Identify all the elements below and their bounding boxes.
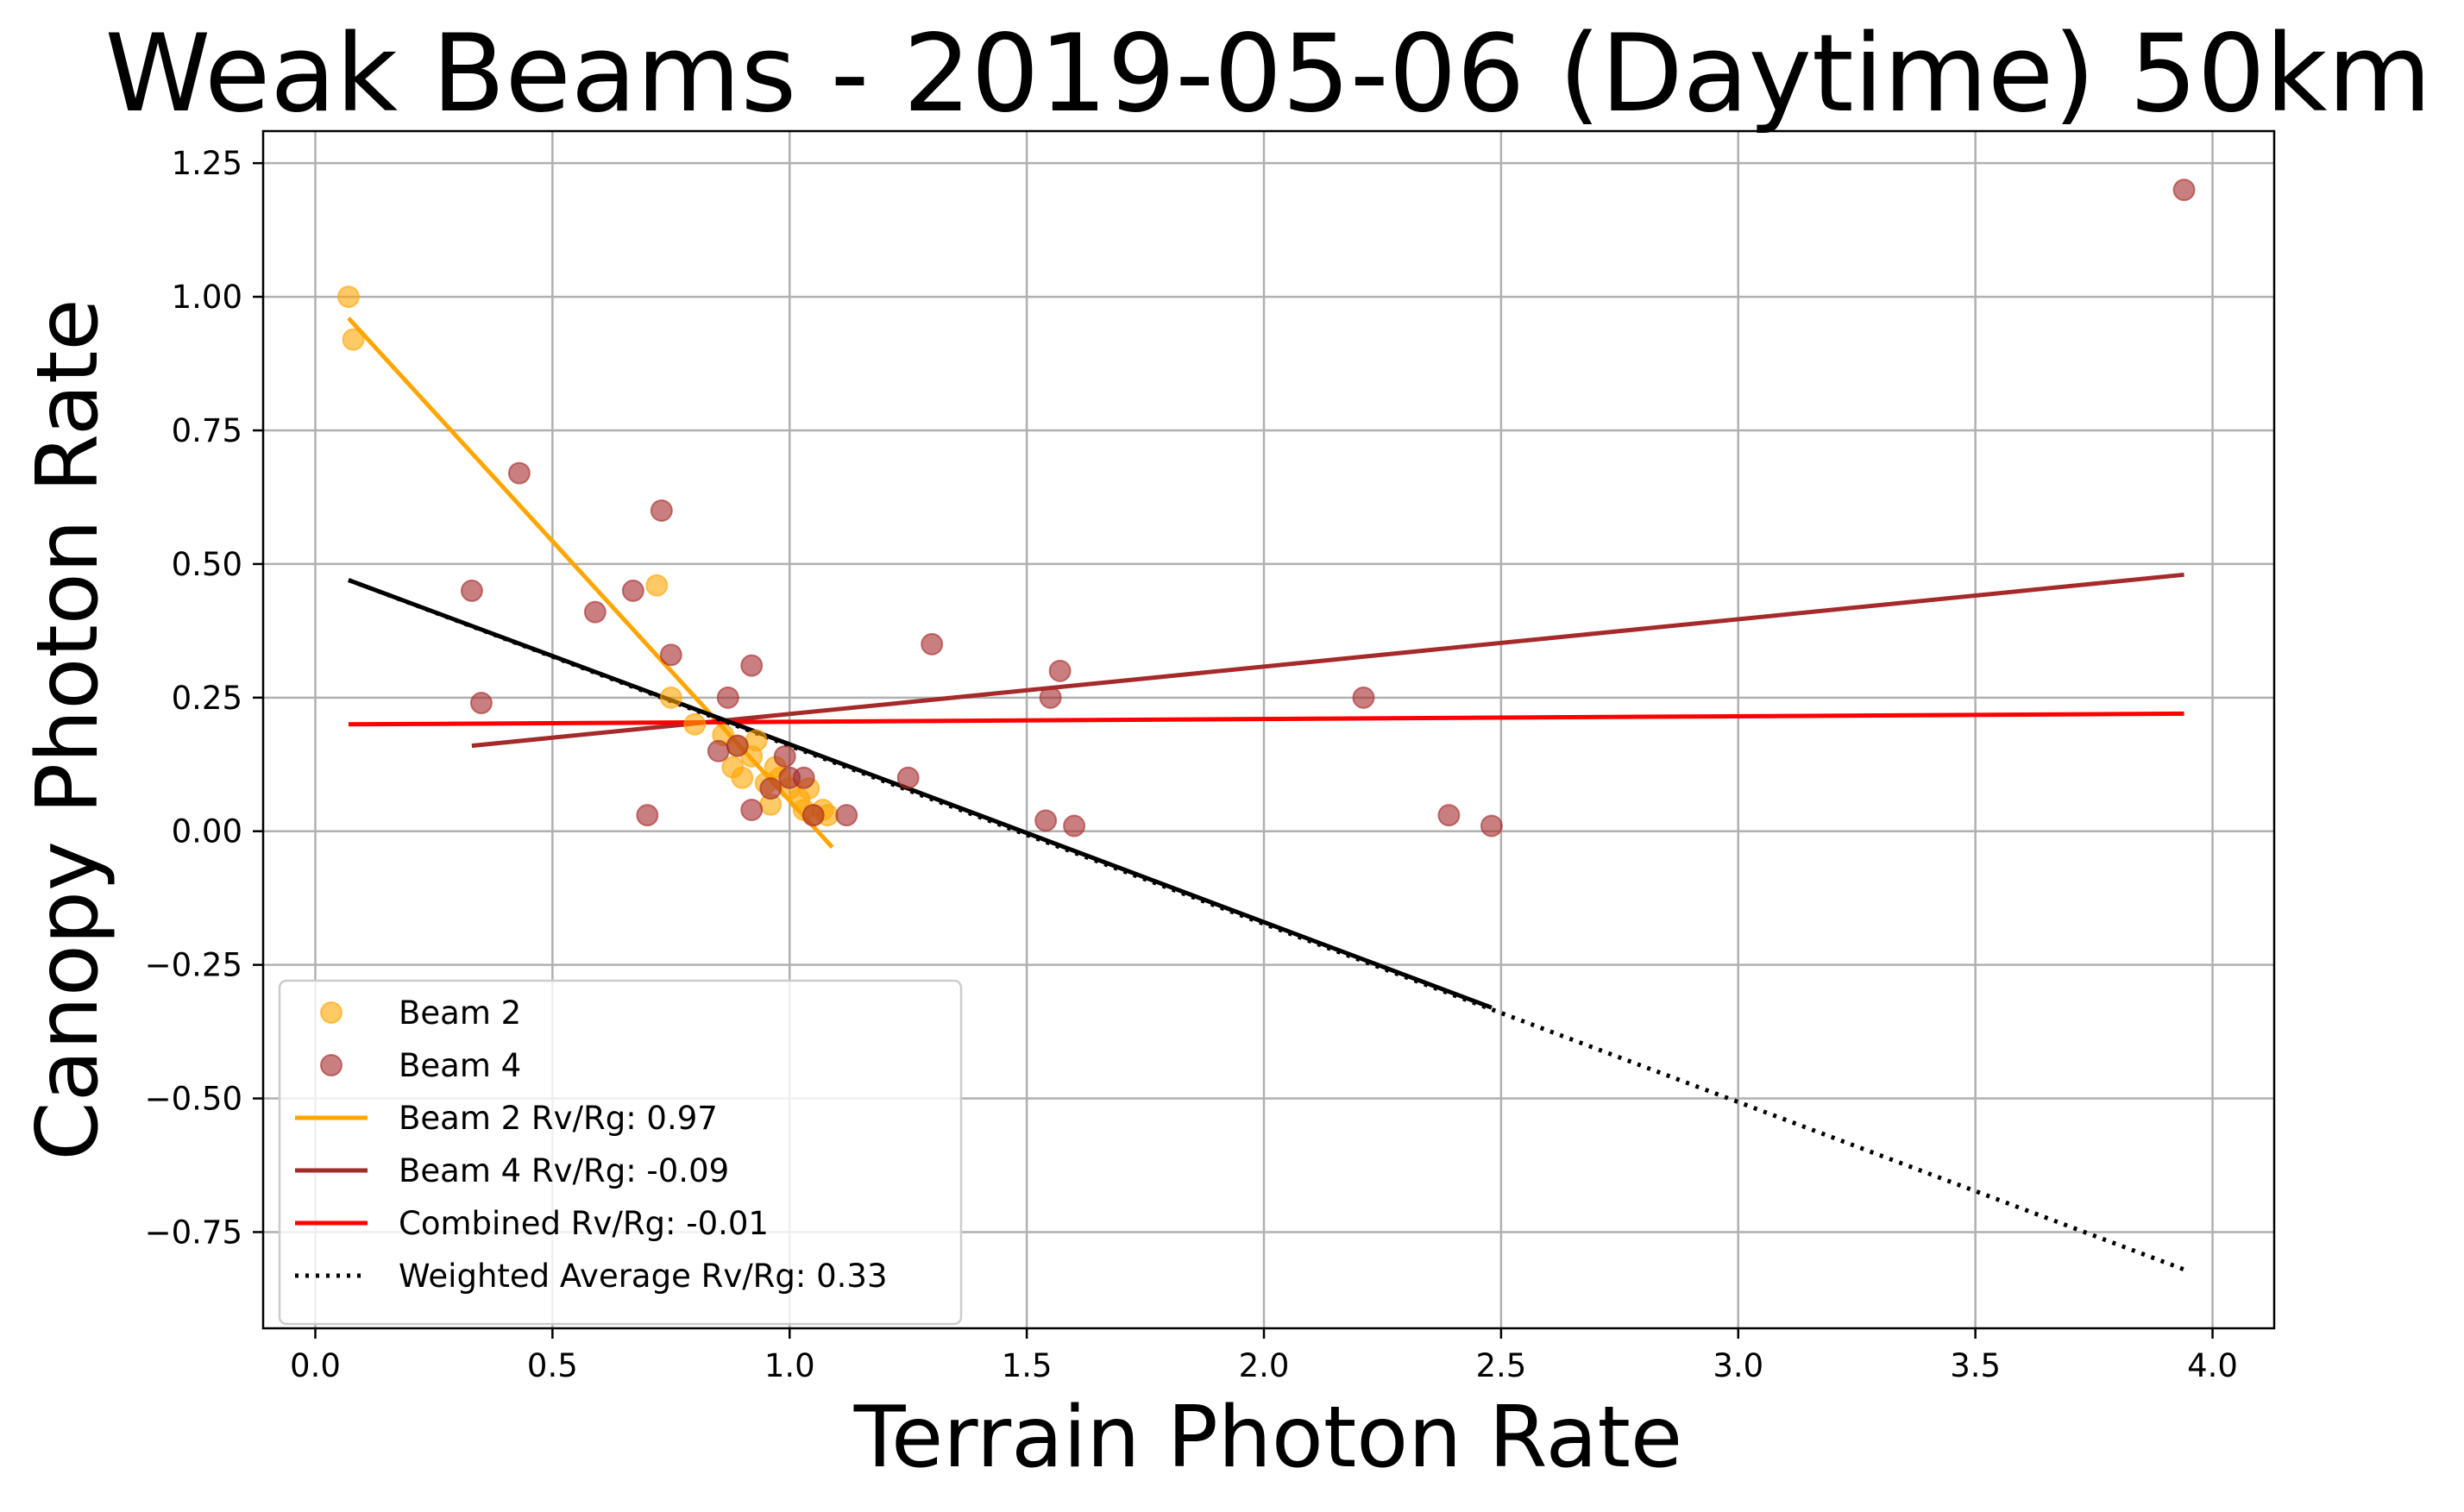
regression-line [471,572,2184,749]
scatter-point [740,798,764,821]
y-tick-label: 0.00 [172,813,242,850]
scatter-point [469,692,493,715]
y-tick-label: 0.50 [172,546,242,583]
x-tick-label: 3.0 [1713,1347,1763,1384]
legend-marker [320,1054,343,1076]
scatter-points [336,179,2196,838]
scatter-point [1034,809,1058,832]
legend-label: Beam 2 [399,994,521,1032]
scatter-point [1048,659,1072,682]
regression-line [347,317,834,850]
y-tick-label: −0.75 [145,1214,242,1251]
x-tick-label: 2.5 [1475,1347,1526,1384]
scatter-point [2172,179,2196,202]
y-tick-label: 1.00 [172,279,242,316]
scatter-point [792,766,815,789]
scatter-point [745,729,768,752]
y-tick-label: 0.75 [172,412,242,449]
chart-title: Weak Beams - 2019-05-06 (Daytime) 50km [105,12,2432,136]
legend-box [278,979,963,1326]
x-axis-ticks: 0.0 0.5 1.0 1.5 2.0 2.5 3.0 3.5 4.0 [290,1328,2238,1384]
scatter-point [621,579,644,602]
legend-label: Beam 4 Rv/Rg: -0.09 [399,1152,729,1189]
scatter-point [731,766,754,789]
x-tick-label: 1.5 [1002,1347,1053,1384]
x-tick-label: 0.0 [290,1347,341,1384]
scatter-point [1437,804,1461,827]
scatter-point [342,328,365,351]
scatter-point [659,686,682,709]
scatter-point [921,632,944,656]
scatter-point [1352,686,1375,709]
scatter-point [716,686,739,709]
regression-line [348,711,2184,727]
scatter-point [336,285,360,309]
legend-marker [320,1001,343,1024]
scatter-point [773,744,796,768]
scatter-point [707,739,730,762]
scatter-point [659,643,682,667]
scatter-point [460,579,483,602]
x-tick-label: 0.5 [527,1347,578,1384]
x-tick-label: 4.0 [2187,1347,2238,1384]
x-tick-label: 1.0 [764,1347,815,1384]
scatter-point [759,777,783,800]
x-axis-label: Terrain Photon Rate [853,1389,1682,1487]
scatter-point [726,734,749,757]
legend-label: Beam 2 Rv/Rg: 0.97 [399,1100,718,1137]
y-tick-label: 1.25 [172,145,242,182]
scatter-point [896,766,920,789]
scatter-point [1480,814,1503,838]
scatter-point [507,461,531,485]
scatter-point [650,499,673,522]
y-axis-ticks: −0.75 −0.50 −0.25 0.00 0.25 0.50 0.75 1.00 1.25 [145,145,263,1251]
legend: Beam 2 Beam 4 Beam 2 Rv/Rg: 0.97 Beam 4 Rv/… [278,979,963,1326]
scatter-point [835,804,858,827]
y-tick-label: −0.25 [145,947,242,984]
scatter-point [636,804,659,827]
y-tick-label: 0.25 [172,680,242,717]
scatter-point [645,574,669,597]
legend-label: Beam 4 [399,1047,521,1084]
plot-frame [261,129,2276,1330]
scatter-point [1039,686,1062,709]
scatter-point [740,654,764,677]
scatter-point [583,600,607,624]
legend-label: Weighted Average Rv/Rg: 0.33 [399,1258,888,1295]
y-tick-label: −0.50 [145,1081,242,1118]
scatter-point [801,804,825,827]
y-axis-label: Canopy Photon Rate [19,298,117,1160]
overlay-line [348,578,909,791]
x-tick-label: 2.0 [1239,1347,1290,1384]
legend-label: Combined Rv/Rg: -0.01 [399,1205,769,1242]
scatter-point [1063,814,1086,838]
x-tick-label: 3.5 [1950,1347,2001,1384]
overlay-line [907,786,1493,1010]
scatter-point [683,712,707,736]
